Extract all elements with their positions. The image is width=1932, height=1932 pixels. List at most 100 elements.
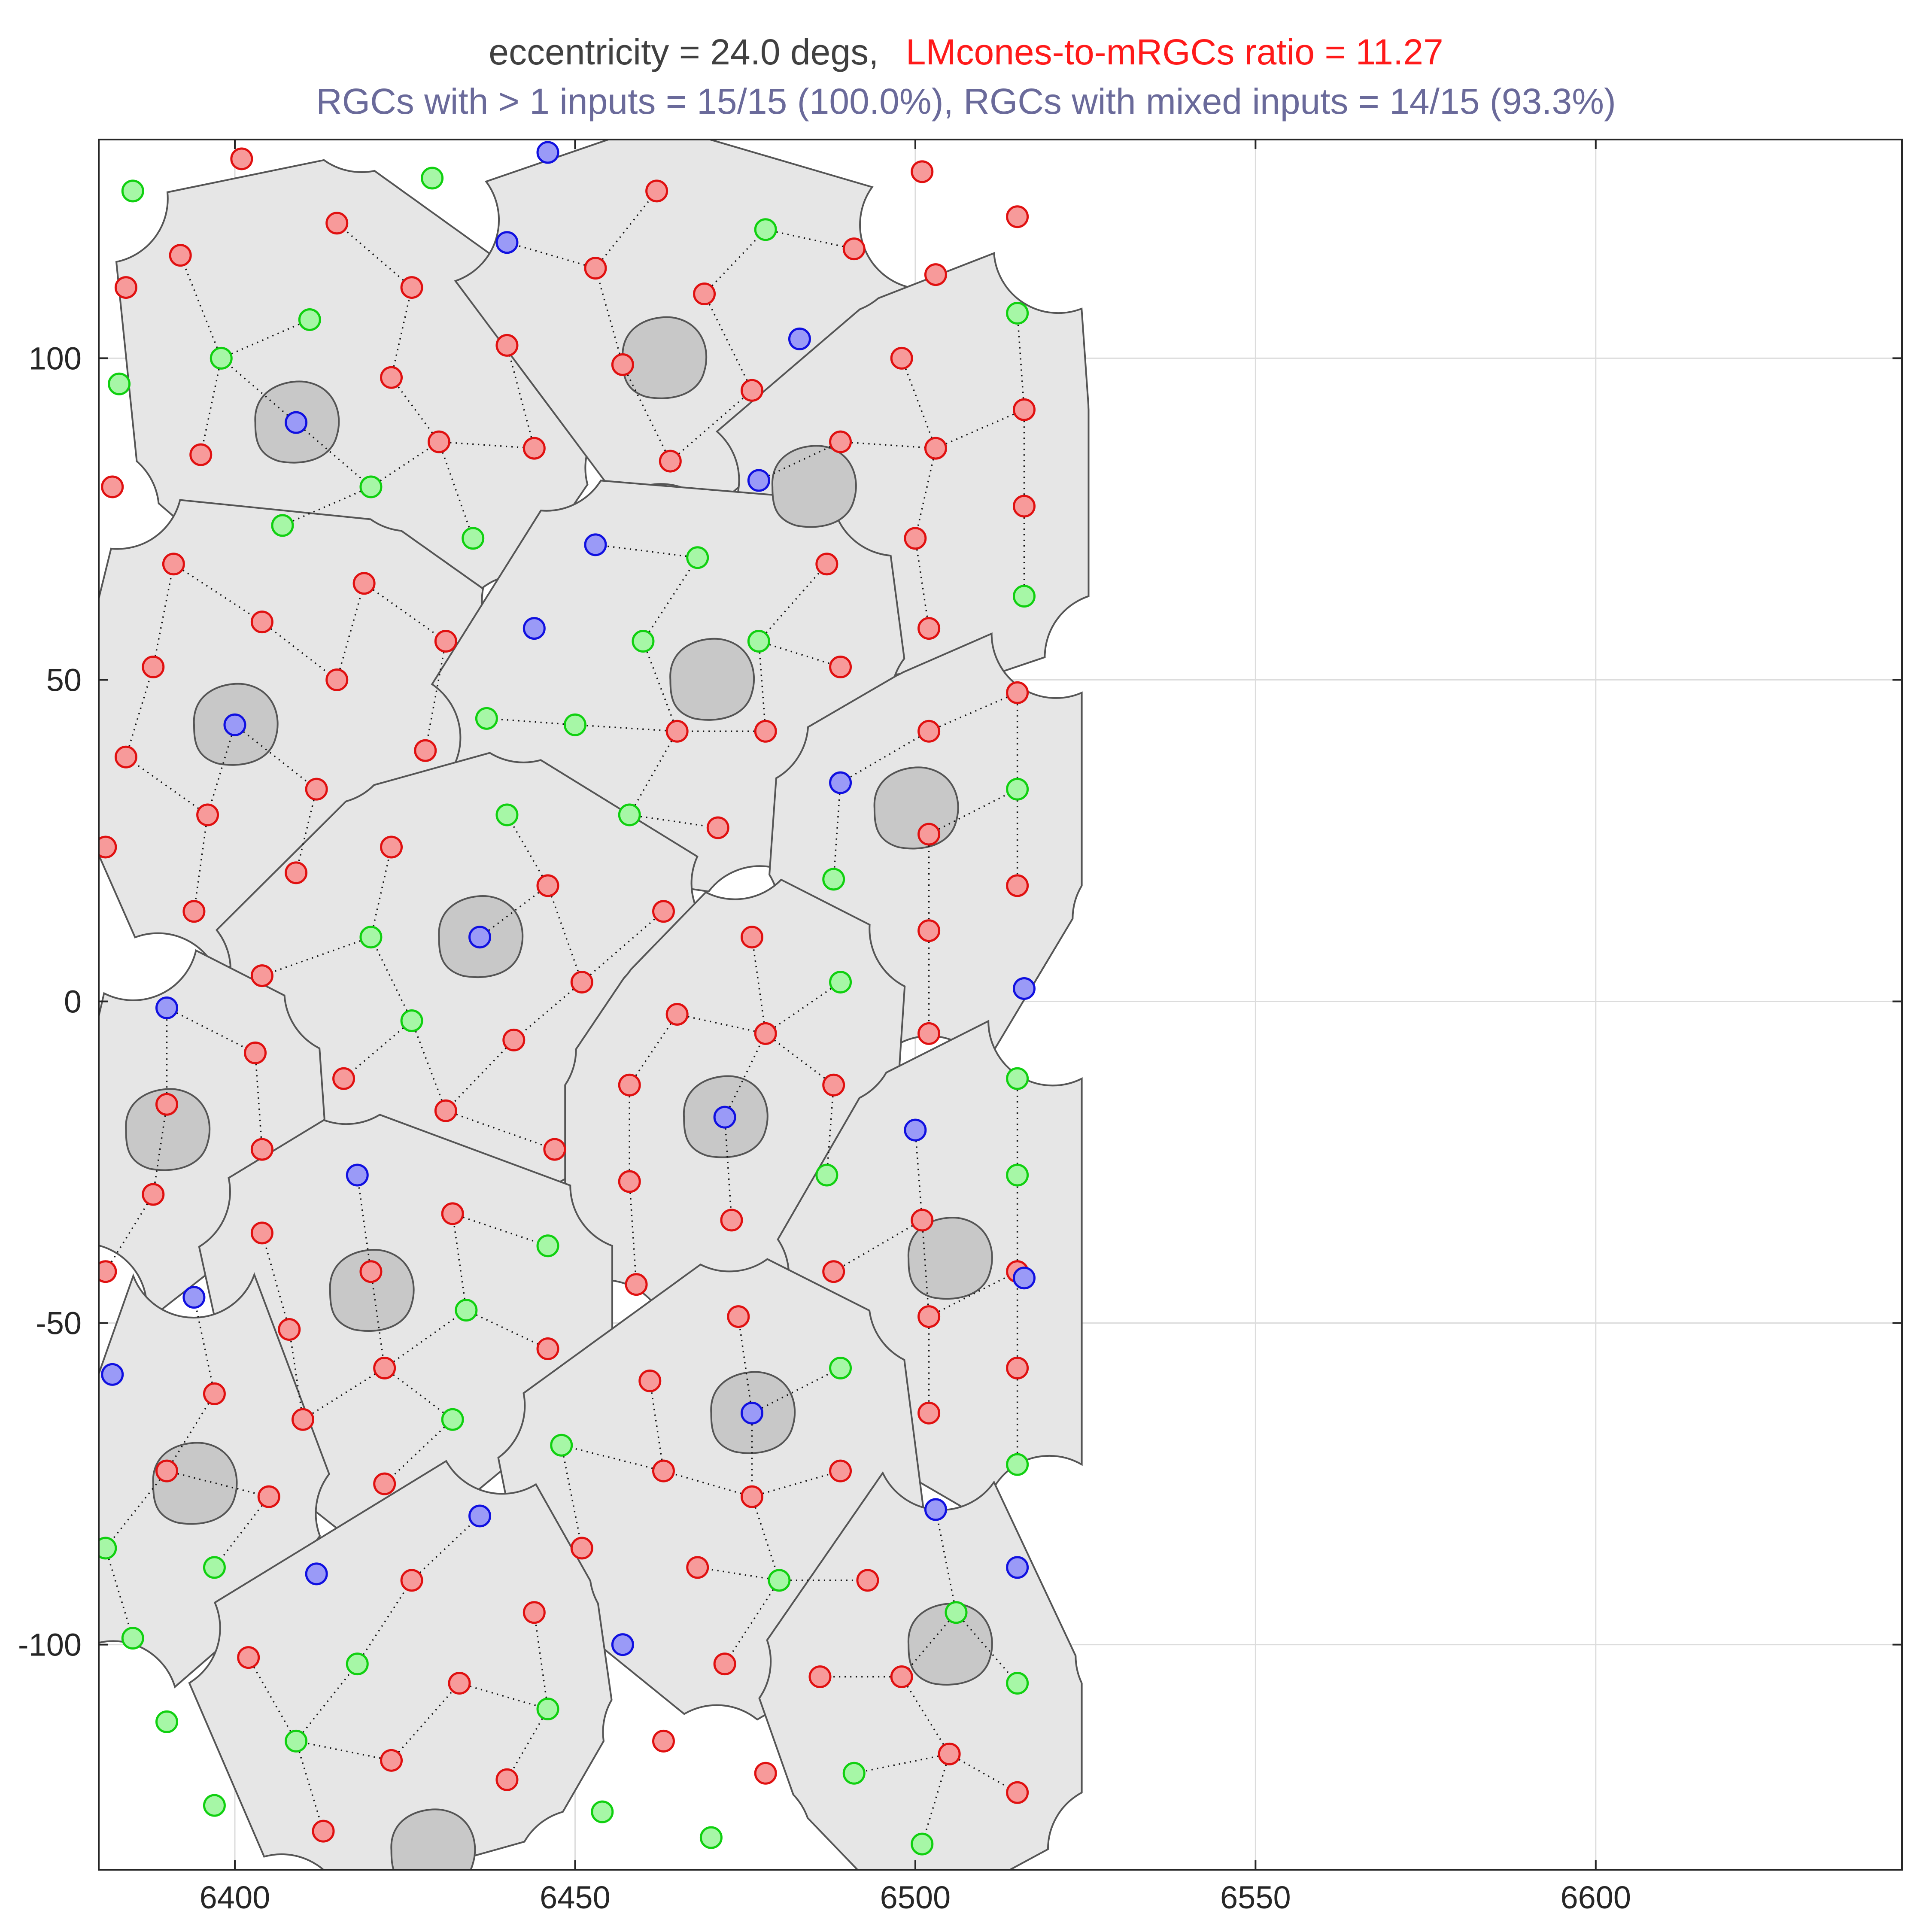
cone-L bbox=[359, 1260, 383, 1283]
cone-M-unconnected bbox=[699, 1826, 723, 1849]
cone-L bbox=[822, 1260, 845, 1283]
y-tick-label: 50 bbox=[46, 662, 82, 698]
cone-S bbox=[223, 713, 246, 736]
cone-link bbox=[914, 1130, 923, 1221]
cone-L bbox=[720, 1209, 743, 1232]
cone-M bbox=[475, 707, 498, 730]
cone-M bbox=[822, 868, 845, 891]
cone-L bbox=[1006, 681, 1029, 704]
cone-link bbox=[438, 441, 474, 539]
cone-M bbox=[1006, 1067, 1029, 1090]
cone-L bbox=[652, 1459, 675, 1482]
cone-L bbox=[250, 1221, 273, 1245]
cone-M bbox=[747, 630, 770, 653]
cone-L bbox=[169, 244, 192, 267]
cone-L bbox=[856, 1569, 879, 1592]
x-tick-label: 6500 bbox=[880, 1880, 951, 1915]
cone-M bbox=[945, 1601, 968, 1624]
cone-L bbox=[203, 1382, 226, 1405]
cone-M bbox=[1006, 778, 1029, 801]
cone-L bbox=[495, 1768, 519, 1791]
cone-M bbox=[462, 527, 485, 550]
rgc-receptive-field bbox=[188, 1460, 613, 1870]
title-eccentricity: eccentricity = 24.0 degs, bbox=[489, 32, 878, 72]
cone-L bbox=[741, 379, 764, 402]
cone-L bbox=[380, 1749, 403, 1772]
cone-L-unconnected bbox=[1006, 205, 1029, 228]
cone-L bbox=[917, 1305, 941, 1328]
cone-link bbox=[921, 1753, 950, 1844]
cone-link bbox=[703, 293, 753, 391]
cone-L bbox=[659, 450, 682, 473]
cone-L bbox=[352, 572, 376, 595]
cone-link bbox=[289, 1329, 304, 1420]
cone-M bbox=[550, 1434, 573, 1457]
cone-M bbox=[754, 218, 777, 241]
y-tick-label: -50 bbox=[36, 1306, 82, 1341]
cone-M bbox=[298, 308, 321, 331]
cone-link bbox=[234, 724, 317, 790]
cone-L bbox=[741, 1485, 764, 1508]
cone-L-unconnected bbox=[101, 475, 124, 498]
cone-L bbox=[1012, 398, 1036, 421]
cone-S bbox=[584, 533, 607, 556]
cone-M bbox=[359, 926, 383, 949]
cone-L bbox=[754, 720, 777, 743]
cone-L-unconnected bbox=[652, 1729, 675, 1753]
cone-link bbox=[561, 1445, 583, 1549]
cone-S-unconnected bbox=[611, 1633, 634, 1656]
cone-link bbox=[751, 1496, 780, 1581]
cone-M bbox=[686, 546, 709, 569]
cone-L bbox=[250, 611, 273, 634]
cone-M bbox=[359, 475, 383, 498]
cone-M bbox=[563, 713, 586, 736]
cone-L bbox=[904, 527, 927, 550]
cone-M bbox=[1006, 1453, 1029, 1476]
cone-L bbox=[373, 1472, 396, 1495]
cone-mosaic bbox=[99, 141, 1036, 1856]
cone-L bbox=[536, 874, 559, 897]
cone-L bbox=[618, 1170, 641, 1193]
cone-link bbox=[581, 911, 664, 983]
cone-L bbox=[808, 1665, 832, 1689]
cone-link bbox=[391, 1683, 460, 1761]
y-tick-label: -100 bbox=[18, 1627, 82, 1663]
chart-title-line-1: eccentricity = 24.0 degs, LMcones-to-mRG… bbox=[489, 32, 1443, 72]
cone-M bbox=[121, 1627, 144, 1650]
cone-link bbox=[629, 1181, 637, 1285]
cone-L bbox=[890, 346, 913, 370]
cone-link bbox=[758, 563, 828, 642]
cone-M-unconnected bbox=[155, 1710, 178, 1733]
cone-L-unconnected bbox=[911, 160, 934, 183]
cone-M bbox=[1006, 1163, 1029, 1187]
cone-L bbox=[706, 816, 729, 839]
cone-M-unconnected bbox=[203, 1794, 226, 1817]
rgc-center-blob bbox=[152, 1442, 238, 1525]
cone-M bbox=[536, 1697, 559, 1720]
cone-L bbox=[522, 1601, 546, 1624]
cone-L bbox=[305, 778, 328, 801]
cone-M bbox=[203, 1556, 226, 1579]
cone-M-unconnected bbox=[591, 1800, 614, 1823]
cone-M bbox=[842, 1762, 866, 1785]
cone-link bbox=[506, 814, 549, 886]
cone-link bbox=[595, 544, 698, 559]
cone-L bbox=[543, 1138, 566, 1161]
cone-L bbox=[414, 739, 437, 762]
cone-M bbox=[271, 514, 294, 537]
cone-link bbox=[452, 1213, 548, 1247]
cone-L bbox=[917, 720, 941, 743]
cone-M bbox=[768, 1569, 791, 1592]
cone-L bbox=[652, 900, 675, 923]
cone-link bbox=[826, 1085, 835, 1176]
cone-M bbox=[1006, 1672, 1029, 1695]
cone-S bbox=[468, 926, 492, 949]
cone-link bbox=[561, 1444, 664, 1472]
cone-S-unconnected bbox=[1012, 977, 1036, 1000]
cone-L bbox=[570, 1537, 593, 1560]
cone-L bbox=[611, 353, 634, 376]
cone-S-unconnected bbox=[101, 1363, 124, 1386]
cone-L bbox=[325, 668, 349, 691]
cone-M bbox=[400, 1009, 423, 1032]
cone-L-unconnected bbox=[754, 1762, 777, 1785]
